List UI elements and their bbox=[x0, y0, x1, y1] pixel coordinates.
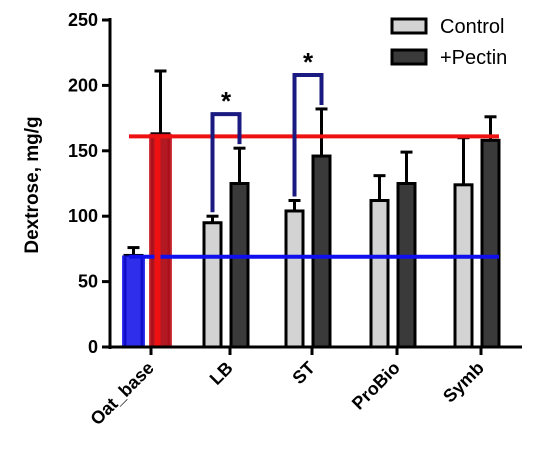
x-tick-label-Symb: Symb bbox=[439, 358, 488, 407]
y-tick-label: 150 bbox=[68, 141, 98, 161]
bar-Symb-control bbox=[453, 183, 474, 349]
legend-label-pectin: +Pectin bbox=[440, 47, 507, 69]
x-tick-label-ST: ST bbox=[288, 358, 318, 388]
y-tick-label: 50 bbox=[78, 272, 98, 292]
bar-ST-control bbox=[284, 209, 305, 349]
y-tick-label: 0 bbox=[88, 337, 98, 357]
bar-ProBio-control bbox=[369, 199, 390, 349]
bar-ST-pectin bbox=[311, 154, 332, 349]
sig-bracket-ST bbox=[292, 72, 324, 197]
y-tick-label: 100 bbox=[68, 206, 98, 226]
bars-layer bbox=[122, 69, 501, 349]
y-tick-label: 200 bbox=[68, 75, 98, 95]
bar-LB-control bbox=[202, 221, 223, 349]
legend: Control +Pectin bbox=[390, 16, 507, 69]
y-axis-title: Dextrose, mg/g bbox=[22, 116, 43, 253]
significance-brackets: ** bbox=[210, 47, 324, 213]
x-tick-label-LB: LB bbox=[206, 358, 237, 389]
reference-lines bbox=[129, 134, 499, 347]
bar-LB-pectin bbox=[229, 182, 250, 349]
legend-swatch-control bbox=[390, 17, 428, 35]
legend-swatch-pectin bbox=[390, 48, 428, 66]
highlight-bar-Oat_base-Control bbox=[122, 255, 145, 347]
x-tick-label-ProBio: ProBio bbox=[348, 358, 404, 414]
bar-ProBio-pectin bbox=[396, 182, 417, 349]
y-tick-label: 250 bbox=[68, 10, 98, 30]
sig-bracket-LB bbox=[210, 112, 242, 213]
x-tick-label-Oat_base: Oat_base bbox=[86, 358, 157, 429]
sig-star-LB: * bbox=[221, 86, 232, 116]
bar-Symb-pectin bbox=[480, 138, 501, 349]
legend-label-control: Control bbox=[440, 16, 504, 38]
sig-star-ST: * bbox=[303, 47, 314, 77]
